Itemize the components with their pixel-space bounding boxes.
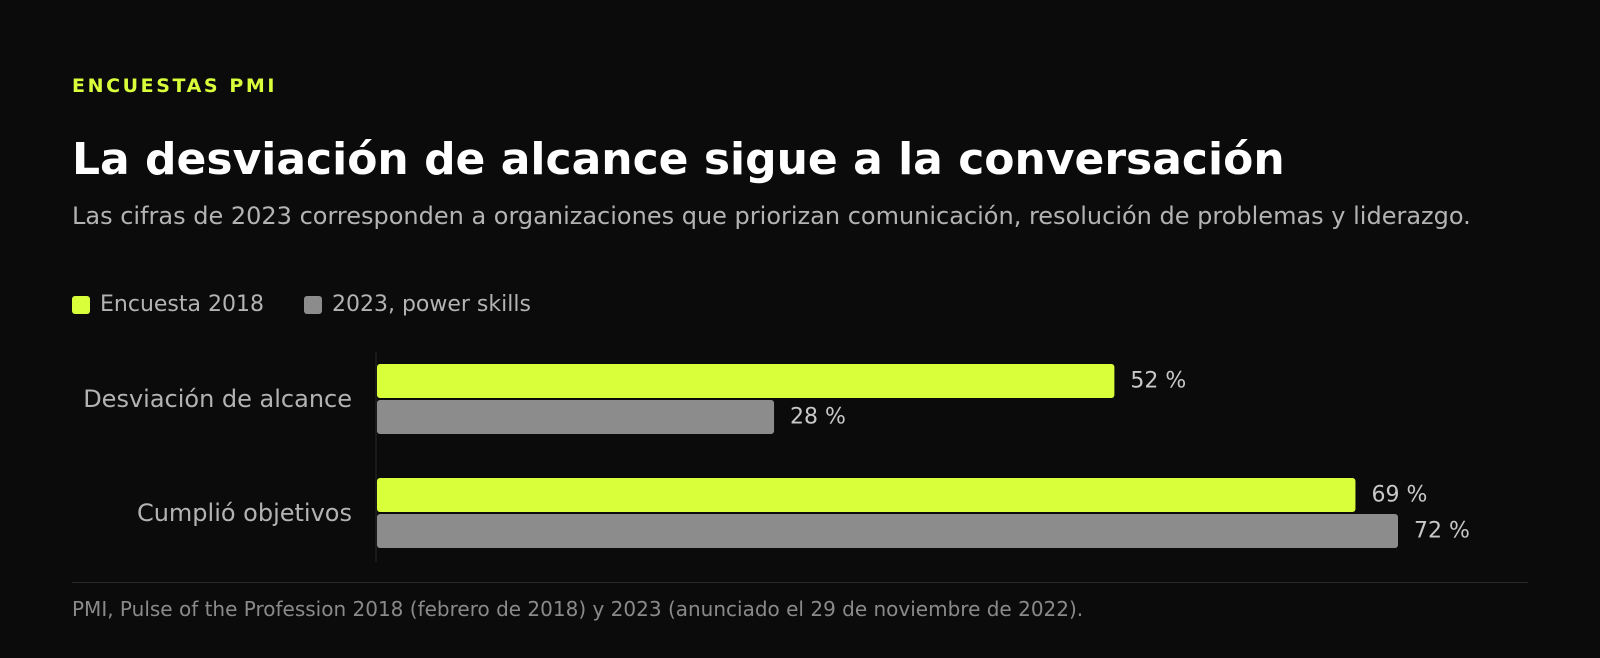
bar (377, 478, 1356, 512)
bar (377, 364, 1115, 398)
legend-label-2018: Encuesta 2018 (100, 292, 264, 317)
bar-value-label: 52 % (1130, 369, 1186, 394)
legend-item-2018: Encuesta 2018 (72, 292, 264, 317)
legend-swatch-2023 (303, 295, 322, 314)
footer-divider (72, 582, 1528, 583)
source-note: PMI, Pulse of the Profession 2018 (febre… (72, 597, 1084, 621)
bar (377, 514, 1398, 548)
bar (377, 400, 775, 434)
legend-label-2023: 2023, power skills (331, 292, 531, 317)
legend-swatch-2018 (72, 295, 90, 314)
category-label: Desviación de alcance (83, 385, 352, 413)
chart-subtitle: Las cifras de 2023 corresponden a organi… (72, 202, 1471, 230)
bar-value-label: 28 % (790, 405, 846, 430)
category-label: Cumplió objetivos (137, 499, 352, 527)
chart-title: La desviación de alcance sigue a la conv… (72, 134, 1285, 185)
eyebrow-label: ENCUESTAS PMI (72, 75, 278, 97)
bar-value-label: 72 % (1414, 519, 1470, 544)
legend-item-2023: 2023, power skills (303, 292, 531, 317)
legend: Encuesta 2018 2023, power skills (72, 292, 571, 317)
bar-value-label: 69 % (1371, 483, 1427, 508)
